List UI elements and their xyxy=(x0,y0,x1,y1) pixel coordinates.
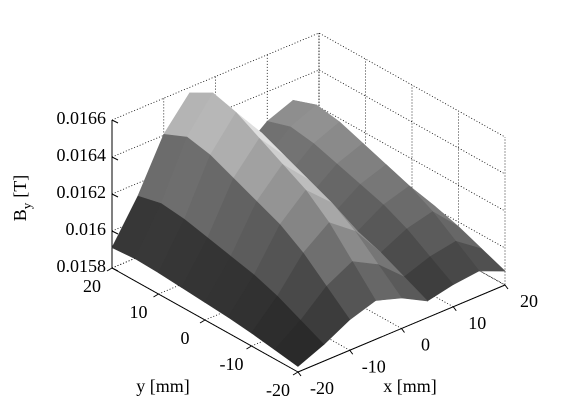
y-tick-label: 20 xyxy=(83,276,101,296)
x-tick xyxy=(452,306,457,312)
z-tick-label: 0.0166 xyxy=(57,108,107,128)
x-tick-label: 20 xyxy=(520,291,538,311)
y-tick-label: 10 xyxy=(130,302,148,322)
z-label-base: B xyxy=(10,209,30,221)
z-tick xyxy=(111,156,119,161)
z-tick-label: 0.0164 xyxy=(57,145,107,165)
y-tick-label: 0 xyxy=(181,328,190,348)
y-tick xyxy=(246,345,252,350)
surface-cell xyxy=(274,319,325,367)
y-tick xyxy=(153,293,159,298)
z-label-unit: [T] xyxy=(10,175,30,198)
y-tick xyxy=(199,319,206,324)
z-grid-line xyxy=(111,32,506,138)
z-tick-label: 0.016 xyxy=(66,219,107,239)
x-tick-label: -20 xyxy=(310,378,334,398)
x-tick xyxy=(349,349,354,355)
x-tick xyxy=(297,371,302,377)
y-tick-label: -10 xyxy=(220,354,244,374)
y-tick-label: -20 xyxy=(266,380,290,400)
z-tick xyxy=(111,267,119,272)
z-tick-label: 0.0162 xyxy=(57,182,107,202)
x-tick xyxy=(504,284,509,290)
z-tick xyxy=(111,193,119,198)
y-axis-label: y [mm] xyxy=(136,376,190,396)
y-tick xyxy=(292,371,299,376)
z-grid-line xyxy=(111,69,506,175)
x-tick-label: 10 xyxy=(468,313,486,333)
x-tick xyxy=(401,328,405,333)
z-label-subscript: y xyxy=(19,202,34,209)
x-tick-label: 0 xyxy=(421,335,430,355)
z-tick-label: 0.0158 xyxy=(57,256,107,276)
z-tick xyxy=(111,230,119,235)
y-tick xyxy=(106,267,113,272)
x-tick-label: -10 xyxy=(362,356,386,376)
z-tick xyxy=(111,119,119,124)
z-axis-label: By [T] xyxy=(10,175,34,222)
x-axis-label: x [mm] xyxy=(383,376,437,396)
z-grid-line xyxy=(111,106,506,212)
